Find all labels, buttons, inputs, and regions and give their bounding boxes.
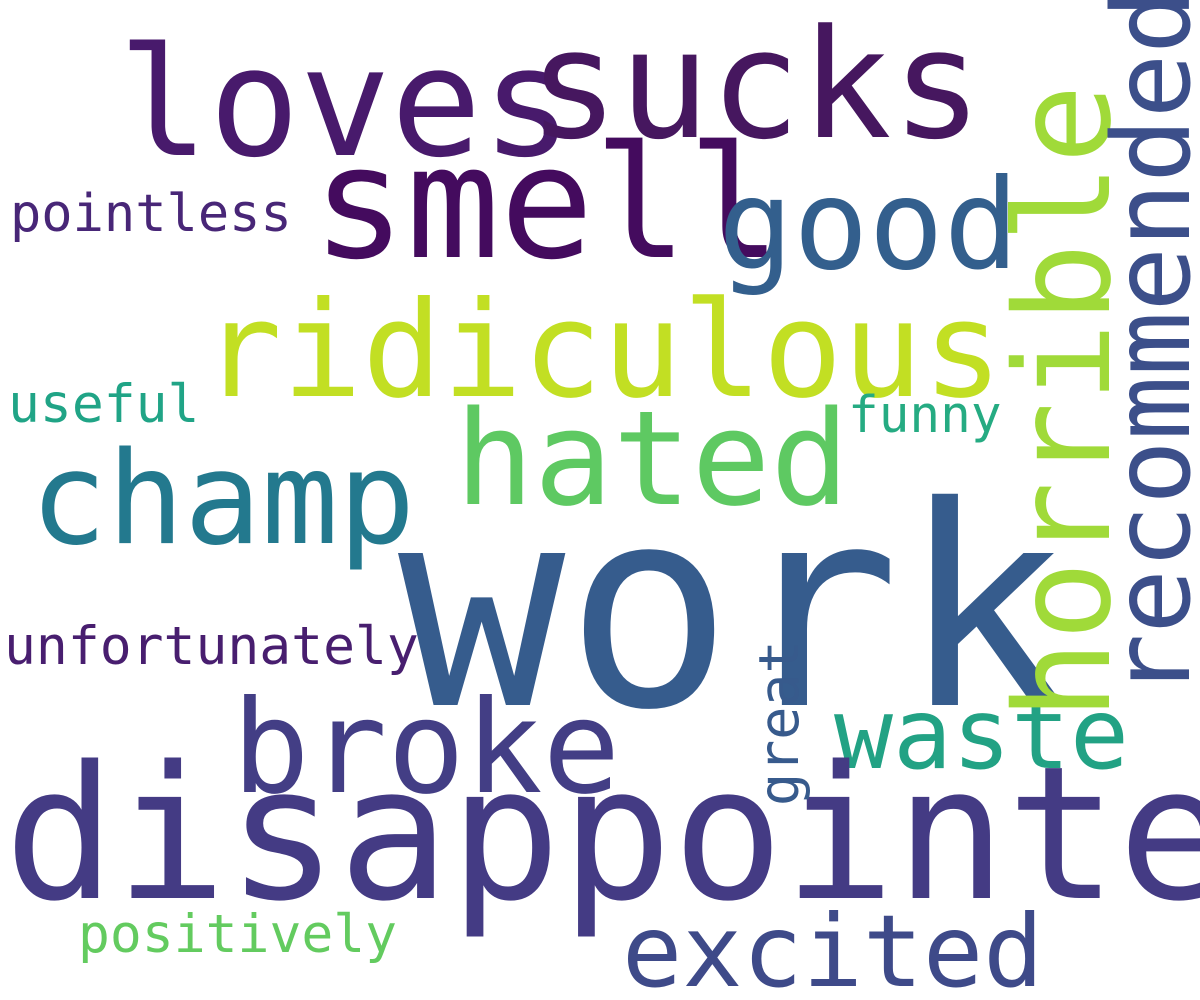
word-good: good — [718, 153, 1020, 298]
word-disappointed: disappointed — [4, 726, 1200, 942]
word-smell: smell — [312, 112, 782, 294]
word-unfortunately: unfortunately — [4, 616, 419, 677]
word-positively: positively — [78, 904, 398, 965]
word-waste: waste — [834, 678, 1130, 792]
word-recommended: recommended — [1091, 0, 1200, 698]
word-funny: funny — [848, 386, 1002, 445]
word-hated: hated — [455, 382, 850, 535]
word-broke: broke — [232, 673, 621, 823]
word-pointless: pointless — [10, 184, 292, 244]
word-champ: champ — [30, 425, 416, 574]
word-excited: excited — [622, 893, 1044, 1000]
word-useful: useful — [8, 374, 200, 435]
word-ridiculous: ridiculous — [202, 274, 1003, 428]
word-great: great — [747, 640, 811, 806]
word-sucks: sucks — [528, 0, 983, 173]
word-work: work — [398, 447, 1068, 771]
word-loves: loves — [118, 15, 573, 191]
